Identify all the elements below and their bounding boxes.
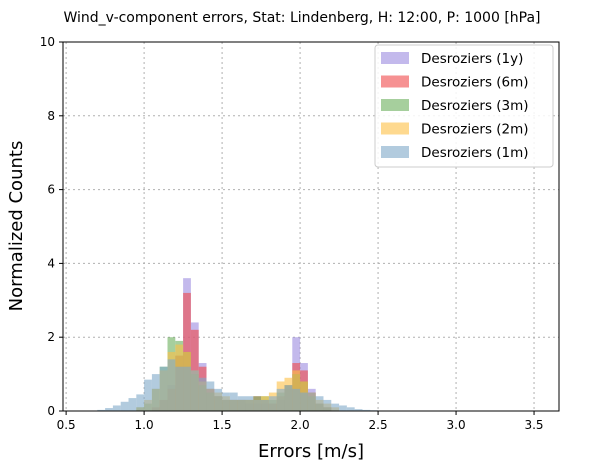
histogram-bar bbox=[339, 405, 347, 411]
histogram-bar bbox=[261, 399, 269, 411]
legend-label: Desroziers (6m) bbox=[421, 75, 529, 91]
histogram-bar bbox=[97, 409, 106, 411]
plot-frame bbox=[62, 41, 560, 412]
histogram-bar bbox=[229, 392, 238, 411]
y-tick-label: 0 bbox=[47, 404, 55, 418]
y-axis-label: Normalized Counts bbox=[6, 141, 27, 312]
y-tick-label: 8 bbox=[47, 109, 55, 123]
histogram-bar bbox=[354, 409, 363, 411]
x-tick-label: 1.5 bbox=[213, 418, 232, 432]
y-axis-ticks: 0 2 4 6 8 10 bbox=[40, 35, 63, 418]
histogram-bar bbox=[136, 394, 145, 411]
legend-label: Desroziers (3m) bbox=[421, 98, 529, 114]
series-4 bbox=[97, 359, 418, 411]
legend-swatch bbox=[381, 99, 409, 111]
x-tick-label: 1.0 bbox=[135, 418, 154, 432]
histogram-bar bbox=[175, 366, 184, 411]
histogram-bar bbox=[128, 398, 137, 411]
legend-swatch bbox=[381, 52, 409, 64]
y-tick-label: 10 bbox=[40, 35, 55, 49]
legend-label: Desroziers (1m) bbox=[421, 145, 529, 161]
histogram-bar bbox=[206, 381, 215, 411]
legend-swatch bbox=[381, 146, 409, 158]
legend-label: Desroziers (1y) bbox=[421, 51, 523, 67]
x-axis-label: Errors [m/s] bbox=[258, 441, 364, 462]
x-tick-label: 3.0 bbox=[447, 418, 466, 432]
histogram-bar bbox=[268, 396, 277, 411]
histogram-bar bbox=[151, 374, 160, 411]
histogram-bar bbox=[237, 396, 246, 411]
y-tick-label: 4 bbox=[47, 256, 55, 270]
histogram-bar bbox=[245, 396, 254, 411]
x-tick-label: 2.0 bbox=[291, 418, 310, 432]
histogram-bar bbox=[253, 399, 262, 411]
histogram-bar bbox=[222, 392, 230, 411]
x-axis-ticks: 0.5 1.0 1.5 2.0 2.5 3.0 3.5 bbox=[57, 411, 544, 432]
histogram-bar bbox=[307, 392, 316, 411]
histogram-bar bbox=[144, 379, 152, 411]
y-tick-label: 6 bbox=[47, 183, 55, 197]
histogram-bar bbox=[183, 366, 191, 411]
histogram-bar bbox=[300, 392, 308, 411]
histogram-bar bbox=[214, 388, 223, 411]
histogram-bar bbox=[276, 388, 285, 411]
histogram-bars bbox=[97, 278, 418, 411]
y-tick-label: 2 bbox=[47, 330, 55, 344]
legend-label: Desroziers (2m) bbox=[421, 122, 529, 138]
histogram-bar bbox=[362, 409, 371, 411]
histogram-bar bbox=[112, 405, 121, 411]
histogram-bar bbox=[167, 359, 176, 411]
histogram-bar bbox=[323, 399, 332, 411]
histogram-bar bbox=[331, 403, 340, 411]
histogram-bar bbox=[198, 377, 207, 411]
x-tick-label: 2.5 bbox=[369, 418, 388, 432]
x-tick-label: 0.5 bbox=[57, 418, 76, 432]
histogram-bar bbox=[159, 366, 168, 411]
histogram-bar bbox=[190, 370, 199, 411]
histogram-bar bbox=[315, 396, 324, 411]
histogram-bar bbox=[284, 385, 293, 411]
histogram-bar bbox=[346, 407, 355, 411]
histogram-bar bbox=[120, 401, 129, 411]
legend: Desroziers (1y) Desroziers (6m) Desroziers… bbox=[374, 44, 554, 168]
legend-box bbox=[374, 44, 554, 168]
histogram-bar bbox=[292, 388, 301, 411]
x-tick-label: 3.5 bbox=[524, 418, 543, 432]
legend-swatch bbox=[381, 122, 409, 135]
legend-swatch bbox=[381, 75, 409, 88]
histogram-bar bbox=[105, 408, 113, 411]
chart-title: Wind_v-component errors, Stat: Lindenber… bbox=[63, 10, 540, 26]
